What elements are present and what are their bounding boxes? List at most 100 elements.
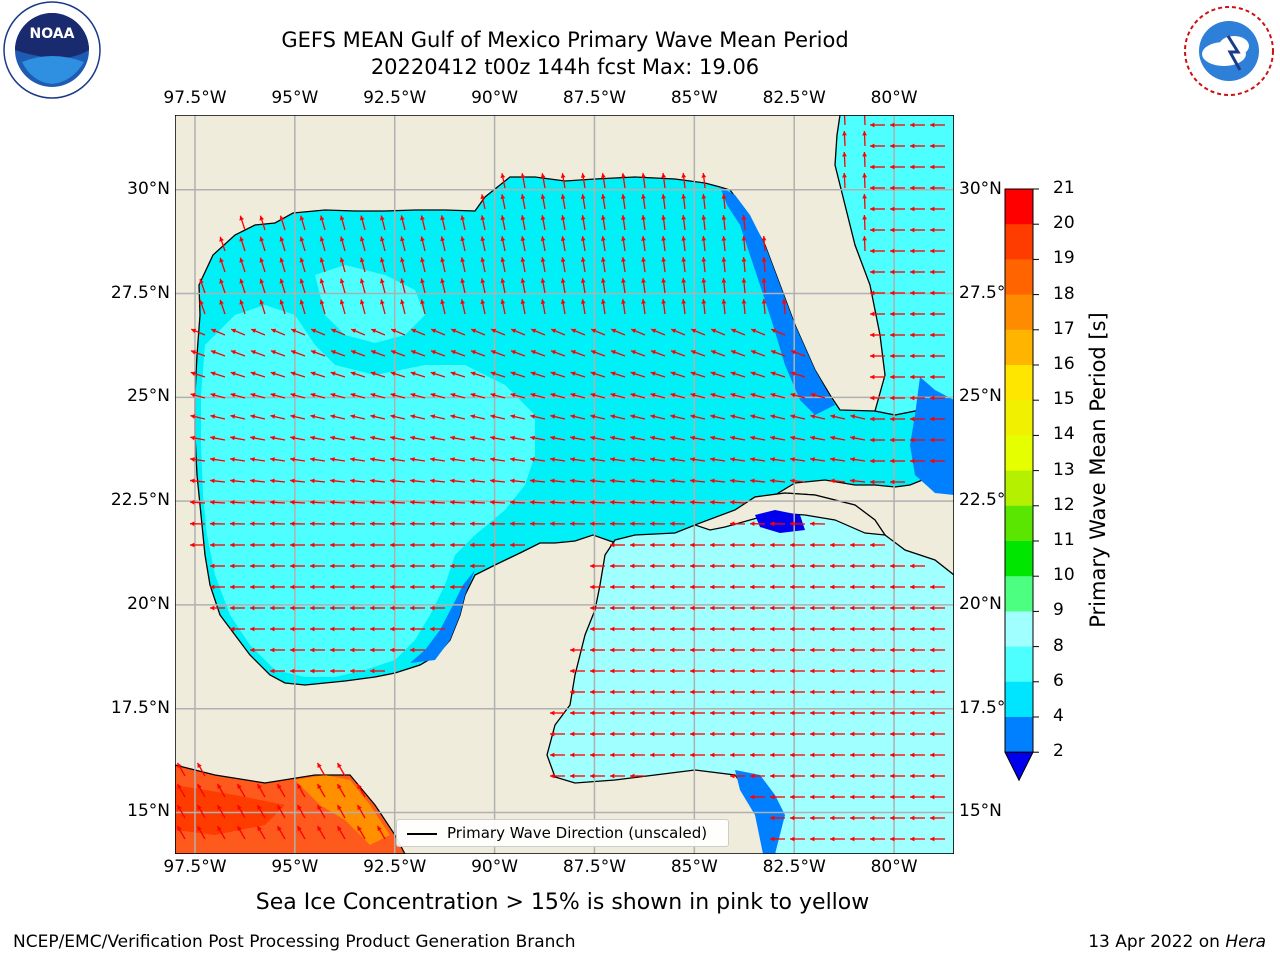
wave-arrow — [560, 257, 566, 273]
wave-arrow — [730, 647, 745, 653]
wave-arrow — [830, 414, 846, 420]
wave-arrow — [570, 392, 586, 399]
wave-arrow — [209, 499, 226, 505]
wave-arrow — [710, 350, 726, 357]
wave-arrow — [870, 710, 885, 716]
wave-arrow — [590, 371, 606, 378]
lon-label-bottom: 85°W — [670, 857, 718, 877]
wave-arrow — [910, 584, 925, 590]
wave-arrow — [356, 783, 366, 798]
lon-label-top: 80°W — [870, 88, 918, 108]
wave-arrow — [259, 236, 266, 252]
wave-arrow — [230, 605, 245, 611]
svg-text:NOAA: NOAA — [30, 26, 75, 42]
wave-arrow — [580, 278, 586, 294]
wave-arrow — [863, 115, 866, 126]
wave-arrow — [830, 542, 845, 548]
wave-arrow — [890, 395, 905, 401]
wave-arrow — [380, 236, 386, 252]
colorbar-segment — [1005, 294, 1033, 331]
wave-arrow — [540, 299, 546, 315]
wave-arrow — [910, 332, 925, 338]
wave-arrow — [870, 626, 885, 632]
wave-arrow — [681, 236, 687, 252]
wave-arrow — [400, 278, 406, 294]
wave-arrow — [870, 353, 885, 359]
wave-arrow — [690, 435, 706, 441]
wave-arrow — [270, 584, 285, 590]
wave-arrow — [560, 299, 566, 315]
wave-arrow — [250, 328, 266, 336]
wave-arrow — [610, 392, 626, 399]
wave-arrow — [376, 825, 386, 840]
wave-arrow — [790, 563, 805, 569]
wave-arrow — [701, 299, 707, 315]
wave-arrow — [890, 458, 905, 464]
wave-arrow — [609, 521, 626, 527]
wave-arrow — [350, 435, 366, 441]
wave-arrow — [930, 206, 945, 212]
wave-arrow — [750, 626, 765, 632]
wave-arrow — [890, 164, 905, 170]
wave-arrow — [661, 173, 667, 189]
wave-arrow — [350, 542, 365, 548]
wave-arrow — [790, 584, 805, 590]
wave-arrow — [590, 435, 606, 441]
wave-arrow — [650, 605, 665, 611]
wave-arrow — [390, 435, 406, 441]
wave-arrow — [710, 647, 725, 653]
wave-arrow — [450, 542, 465, 548]
wave-arrow — [910, 227, 925, 233]
wave-arrow — [862, 193, 867, 210]
wave-arrow — [590, 773, 605, 779]
wave-arrow — [690, 392, 706, 399]
wave-arrow — [681, 278, 687, 294]
wave-arrow — [910, 143, 925, 149]
wave-arrow — [730, 689, 745, 695]
wave-arrow — [910, 122, 925, 128]
wave-arrow — [842, 151, 847, 168]
wave-arrow — [190, 350, 206, 357]
wave-arrow — [590, 392, 606, 399]
wave-arrow — [239, 215, 246, 231]
wave-arrow — [810, 752, 825, 758]
wave-arrow — [299, 215, 306, 231]
wave-arrow — [420, 215, 426, 231]
wave-arrow — [890, 185, 905, 191]
wave-arrow — [650, 328, 666, 336]
wave-arrow — [380, 257, 386, 273]
lat-label-left: 20°N — [127, 593, 170, 614]
wave-arrow — [339, 299, 346, 315]
wave-arrow — [490, 435, 506, 441]
wave-arrow — [910, 206, 925, 212]
wave-arrow — [216, 804, 226, 819]
wave-arrow — [550, 350, 566, 357]
wave-arrow — [630, 710, 645, 716]
wave-arrow — [730, 605, 745, 611]
lat-label-right: 27.5° — [959, 282, 1006, 303]
wave-arrow — [440, 236, 446, 252]
wave-arrow — [770, 773, 785, 779]
wave-arrow — [641, 173, 646, 189]
wave-arrow — [319, 257, 326, 273]
colorbar-tick-label: 2 — [1053, 741, 1064, 762]
wave-period-map — [175, 115, 954, 854]
wave-arrow — [870, 206, 885, 212]
wave-arrow — [730, 752, 745, 758]
wave-arrow — [870, 773, 885, 779]
wave-arrow — [830, 647, 845, 653]
wave-arrow — [750, 392, 766, 399]
wave-arrow — [429, 521, 446, 527]
lat-label-left: 17.5°N — [110, 697, 170, 718]
wave-arrow — [296, 804, 306, 819]
wave-arrow — [449, 499, 466, 505]
wave-arrow — [890, 143, 905, 149]
wave-arrow — [450, 584, 465, 590]
wave-arrow — [729, 521, 746, 527]
colorbar-tick-label: 15 — [1053, 389, 1075, 410]
wave-arrow — [890, 416, 905, 422]
wave-arrow — [710, 435, 726, 441]
wave-arrow — [870, 584, 885, 590]
wave-arrow — [830, 689, 845, 695]
wave-arrow — [790, 435, 806, 441]
